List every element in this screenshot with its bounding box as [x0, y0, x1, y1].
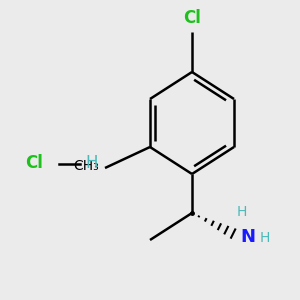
Text: H: H — [260, 232, 270, 245]
Text: H: H — [236, 205, 247, 219]
Text: CH₃: CH₃ — [73, 160, 99, 173]
Text: H: H — [85, 154, 98, 172]
Text: Cl: Cl — [26, 154, 44, 172]
Text: Cl: Cl — [183, 9, 201, 27]
Text: N: N — [240, 228, 255, 246]
